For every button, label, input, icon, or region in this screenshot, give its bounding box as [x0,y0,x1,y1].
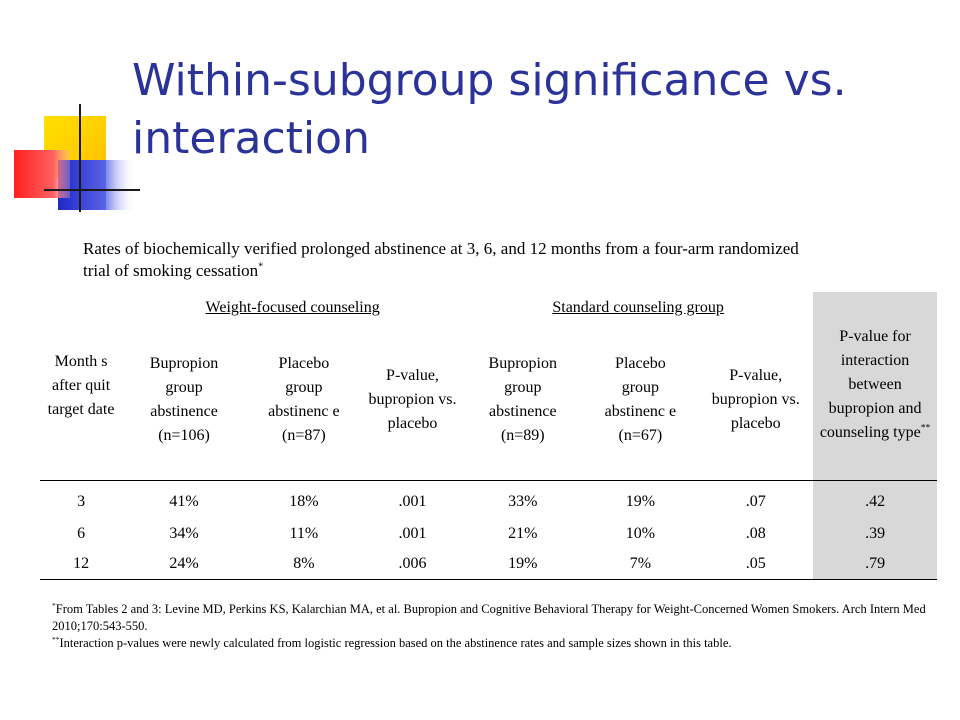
footnote-interaction: **Interaction p-values were newly calcul… [52,635,932,652]
cell-std-placebo: 19% [625,493,656,510]
interaction-footnote-marker: ** [920,422,931,434]
subheader-std-pvalue: P-value, bupropion vs. placebo [698,320,814,481]
cell-wf-pvalue: .006 [361,549,464,580]
cell-std-placebo: 7% [582,549,699,580]
cell-std-bupropion: 19% [463,549,583,580]
cell-wf-placebo: 11% [289,525,319,542]
slide-title: Within-subgroup significance vs. interac… [132,55,847,164]
footnotes: *From Tables 2 and 3: Levine MD, Perkins… [52,601,932,652]
footnote-text: From Tables 2 and 3: Levine MD, Perkins … [52,602,926,633]
decorative-squares-logo [14,104,140,212]
cell-month: 12 [40,549,123,580]
cell-month: 3 [77,493,86,510]
cell-std-bupropion: 33% [508,493,538,510]
interaction-header-text: P-value for interaction between bupropio… [819,328,922,441]
cell-std-pvalue: .08 [745,525,766,542]
footnote-marker: * [52,600,56,610]
cell-std-pvalue: .07 [745,493,766,510]
subheader-wf-pvalue: P-value, bupropion vs. placebo [361,320,464,481]
abstinence-table: Month s after quit target date Weight-fo… [40,292,937,580]
month-header: Month s after quit target date [40,292,123,481]
cell-wf-placebo: 8% [245,549,362,580]
group-header-standard: Standard counseling group [552,299,724,316]
subheader-wf-placebo: Placebo group abstinenc e (n=87) [245,320,362,481]
cell-interaction-pvalue: .79 [813,549,937,580]
subheader-std-placebo: Placebo group abstinenc e (n=67) [582,320,699,481]
footnote-text: Interaction p-values were newly calculat… [59,636,732,650]
table-caption: Rates of biochemically verified prolonge… [83,238,823,282]
caption-text: Rates of biochemically verified prolonge… [83,239,799,280]
footnote-source: *From Tables 2 and 3: Levine MD, Perkins… [52,601,932,635]
cell-wf-bupropion: 24% [122,549,246,580]
cell-wf-pvalue: .001 [398,493,427,510]
cell-interaction-pvalue: .42 [813,480,937,519]
caption-footnote-marker: * [258,261,264,273]
cell-wf-bupropion: 41% [169,493,199,510]
blue-fade [106,160,136,210]
table-row: 3 41% 18% .001 33% 19% .07 .42 [40,480,937,519]
cell-std-placebo: 10% [625,525,656,542]
cell-month: 6 [77,525,86,542]
subheader-std-bupropion: Bupropion group abstinence (n=89) [463,320,583,481]
table-row: 6 34% 11% .001 21% 10% .08 .39 [40,519,937,549]
cell-wf-placebo: 18% [289,493,319,510]
cell-std-pvalue: .05 [698,549,814,580]
group-header-weight-focused: Weight-focused counseling [205,299,380,316]
table-row: 12 24% 8% .006 19% 7% .05 .79 [40,549,937,580]
cell-wf-bupropion: 34% [169,525,199,542]
cell-wf-pvalue: .001 [398,525,427,542]
cell-interaction-pvalue: .39 [813,519,937,549]
subheader-wf-bupropion: Bupropion group abstinence (n=106) [122,320,246,481]
cell-std-bupropion: 21% [508,525,538,542]
footnote-marker: ** [52,634,60,644]
interaction-header: P-value for interaction between bupropio… [813,292,937,481]
